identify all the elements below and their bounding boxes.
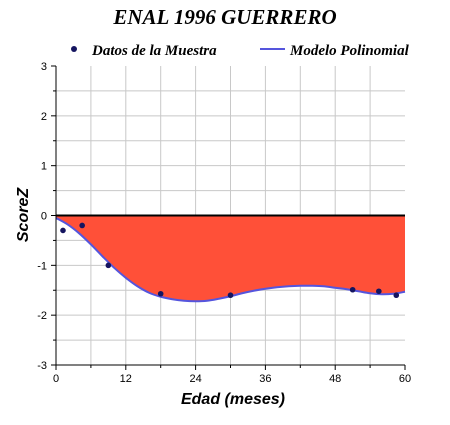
axes	[51, 65, 406, 370]
data-point	[79, 222, 85, 229]
chart-title: ENAL 1996 GUERRERO	[112, 5, 336, 29]
x-tick-label: 60	[399, 373, 411, 385]
area-fill	[56, 215, 405, 302]
legend-label-modelo: Modelo Polinomial	[289, 43, 410, 59]
data-point	[60, 227, 66, 234]
data-point	[393, 292, 400, 299]
y-tick-label: -1	[37, 260, 47, 272]
data-point	[349, 286, 356, 293]
x-tick-label: 48	[329, 373, 341, 385]
y-tick-label: 3	[41, 61, 47, 73]
legend: Datos de la Muestra Modelo Polinomial	[71, 43, 410, 59]
legend-marker-datos	[71, 46, 77, 52]
y-tick-label: -3	[37, 360, 47, 372]
data-point	[376, 288, 382, 295]
y-tick-label: 1	[41, 161, 47, 173]
x-tick-label: 12	[120, 373, 132, 385]
x-axis-label: Edad (meses)	[181, 391, 285, 408]
data-point	[227, 292, 234, 299]
sample-points	[60, 222, 400, 299]
area-under-zero	[56, 215, 405, 302]
y-tick-label: -2	[37, 310, 47, 322]
data-point	[105, 262, 112, 269]
y-axis-label: ScoreZ	[15, 187, 32, 242]
x-tick-label: 24	[189, 373, 201, 385]
y-tick-label: 2	[41, 111, 47, 123]
x-tick-label: 36	[259, 373, 271, 385]
legend-label-datos: Datos de la Muestra	[91, 43, 217, 59]
x-tick-labels: 0 12 24 36 48 60	[53, 373, 411, 385]
y-tick-label: 0	[41, 211, 47, 223]
y-tick-labels: -3 -2 -1 0 1 2 3	[37, 61, 47, 372]
data-point	[157, 290, 164, 297]
x-tick-label: 0	[53, 373, 59, 385]
